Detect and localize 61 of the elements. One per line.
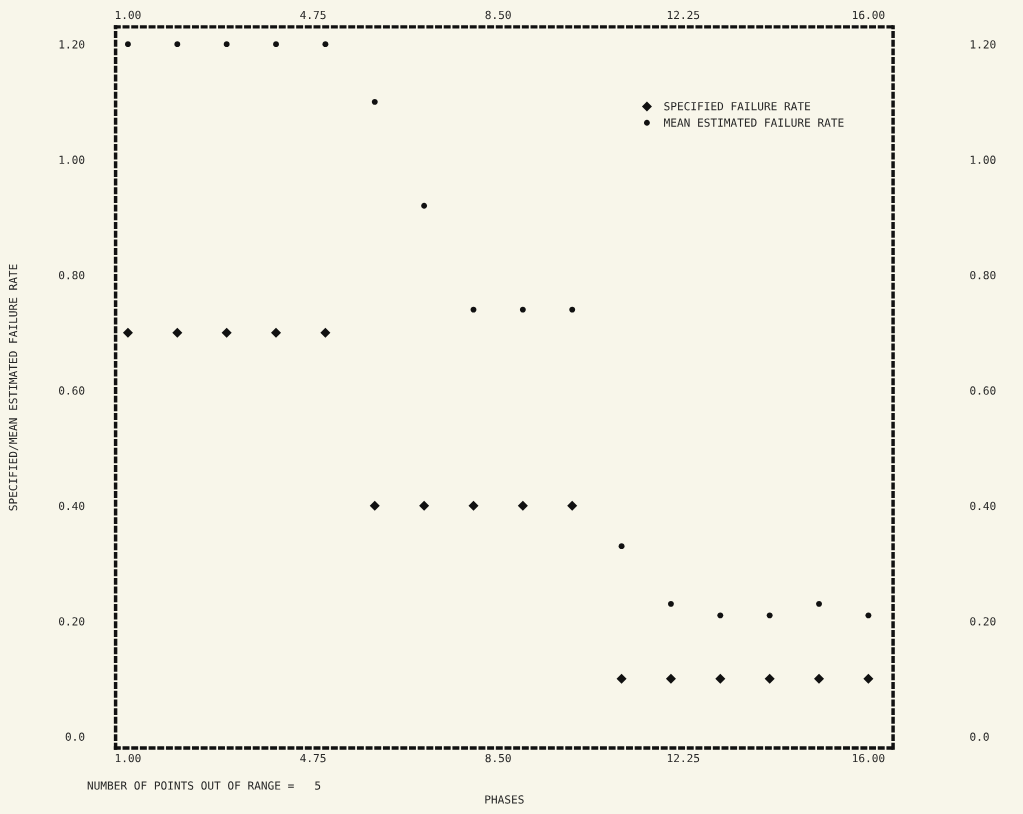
point xyxy=(221,327,232,338)
x-tick-label: 12.25 xyxy=(667,753,700,763)
point xyxy=(122,327,133,338)
point xyxy=(470,306,477,313)
y-tick-label: 0.20 xyxy=(59,617,85,626)
point xyxy=(766,612,773,619)
point xyxy=(569,306,576,313)
point xyxy=(271,327,282,338)
x-axis-title: PHASES xyxy=(485,795,524,804)
point xyxy=(863,673,874,684)
point xyxy=(618,543,625,550)
point xyxy=(814,673,825,684)
y2-tick-label: 0.40 xyxy=(970,501,996,511)
point xyxy=(124,41,131,48)
y-tick-label: 0.40 xyxy=(59,501,85,511)
x-tick-label: 16.00 xyxy=(853,753,885,763)
x-tick-label: 8.50 xyxy=(485,753,511,763)
x2-tick-label: 16.00 xyxy=(853,10,885,20)
point xyxy=(519,306,526,313)
x2-tick-label: 12.25 xyxy=(667,10,700,20)
point xyxy=(322,41,329,48)
x-tick-label: 1.00 xyxy=(115,753,141,763)
y-tick-label: 0.0 xyxy=(65,732,85,741)
point xyxy=(816,600,822,607)
x2-tick-label: 4.75 xyxy=(300,10,326,20)
y-axis-title: SPECIFIED/MEAN ESTIMATED FAILURE RATE xyxy=(8,264,19,511)
legend-label: SPECIFIED FAILURE RATE xyxy=(664,102,811,111)
y2-tick-label: 1.20 xyxy=(970,40,996,49)
text: NUMBER OF POINTS OUT OF RANGE = 5 xyxy=(87,781,321,790)
y2-tick-label: 0.80 xyxy=(970,270,996,280)
point xyxy=(273,41,279,48)
point xyxy=(174,41,181,48)
point xyxy=(468,500,479,511)
point xyxy=(668,600,674,607)
point xyxy=(419,500,430,511)
y2-tick-label: 0.20 xyxy=(970,617,996,626)
y2-tick-label: 1.00 xyxy=(970,155,996,164)
legend-label: MEAN ESTIMATED FAILURE RATE xyxy=(664,118,844,127)
point xyxy=(320,327,331,338)
point xyxy=(371,98,378,105)
y2-tick-label: 0.0 xyxy=(970,732,989,741)
point xyxy=(421,202,428,209)
point xyxy=(223,41,230,48)
point xyxy=(715,673,726,684)
point xyxy=(369,500,380,511)
point xyxy=(567,500,578,511)
point xyxy=(665,673,676,684)
x2-tick-label: 8.50 xyxy=(485,10,511,20)
y2-tick-label: 0.60 xyxy=(970,386,996,395)
point xyxy=(517,500,528,511)
x-tick-label: 4.75 xyxy=(300,754,326,763)
x2-tick-label: 1.00 xyxy=(115,10,141,20)
point xyxy=(616,673,627,684)
y-tick-label: 1.20 xyxy=(59,40,85,49)
point xyxy=(172,327,183,338)
y-tick-label: 0.60 xyxy=(59,386,85,395)
point xyxy=(865,612,872,619)
point xyxy=(717,612,724,619)
y-tick-label: 1.00 xyxy=(59,155,85,164)
y-tick-label: 0.80 xyxy=(59,270,85,280)
point xyxy=(764,673,775,684)
